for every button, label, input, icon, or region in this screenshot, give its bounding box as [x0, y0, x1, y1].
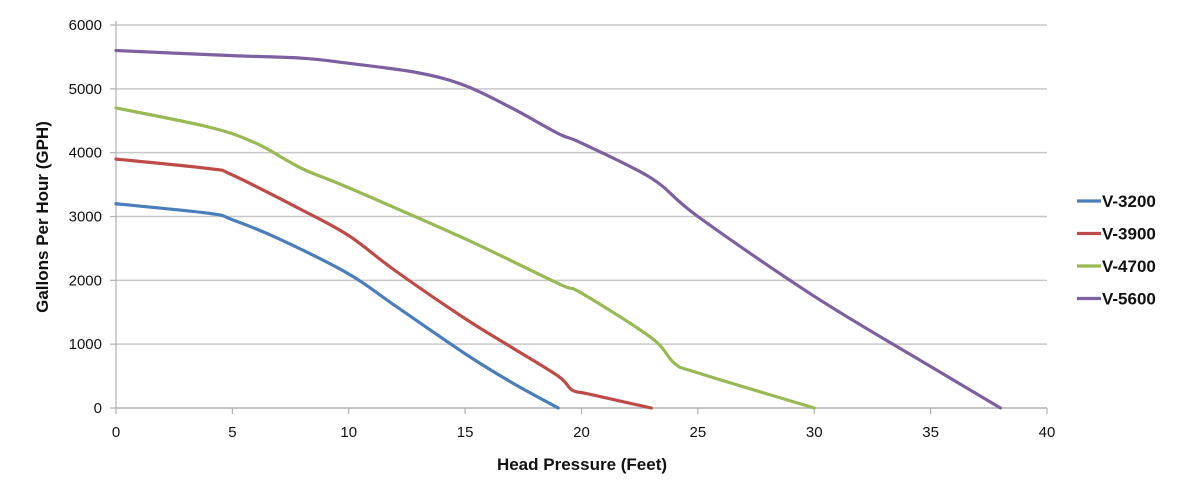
series-line-v-5600	[114, 48, 1003, 410]
x-tick-label: 20	[573, 424, 590, 441]
y-tick-label: 5000	[69, 81, 102, 98]
x-tick-label: 35	[922, 424, 939, 441]
legend-label: V-3200	[1102, 192, 1156, 211]
x-tick-label: 10	[340, 424, 357, 441]
legend: V-3200 V-3900 V-4700 V-5600	[1077, 192, 1156, 309]
x-tick-label: 25	[690, 424, 707, 441]
series-line-v-4700	[114, 106, 816, 410]
x-tick-label: 30	[806, 424, 823, 441]
legend-label: V-4700	[1102, 257, 1156, 276]
x-tick-label: 15	[457, 424, 474, 441]
legend-item-v-4700: V-4700	[1077, 257, 1156, 276]
x-tick-label: 0	[112, 424, 120, 441]
y-tick-label: 1000	[69, 336, 102, 353]
x-tick-label: 5	[228, 424, 236, 441]
series-line-v-3900	[114, 157, 653, 410]
legend-item-v-3900: V-3900	[1077, 225, 1156, 244]
axes	[110, 21, 1048, 414]
legend-item-v-5600: V-5600	[1077, 290, 1156, 309]
y-tick-labels: 0 1000 2000 3000 4000 5000 6000	[69, 17, 102, 417]
y-tick-label: 2000	[69, 272, 102, 289]
series-lines	[114, 48, 1003, 410]
x-tick-labels: 0 5 10 15 20 25 30 35 40	[112, 424, 1056, 441]
y-tick-label: 0	[94, 400, 102, 417]
y-tick-label: 6000	[69, 17, 102, 34]
legend-label: V-5600	[1102, 290, 1156, 309]
y-axis-title: Gallons Per Hour (GPH)	[33, 121, 52, 313]
legend-label: V-3900	[1102, 225, 1156, 244]
y-tick-label: 3000	[69, 209, 102, 226]
y-tick-label: 4000	[69, 145, 102, 162]
legend-item-v-3200: V-3200	[1077, 192, 1156, 211]
series-line-v-3200	[114, 202, 560, 410]
x-tick-label: 40	[1039, 424, 1056, 441]
x-axis-title: Head Pressure (Feet)	[497, 455, 667, 474]
